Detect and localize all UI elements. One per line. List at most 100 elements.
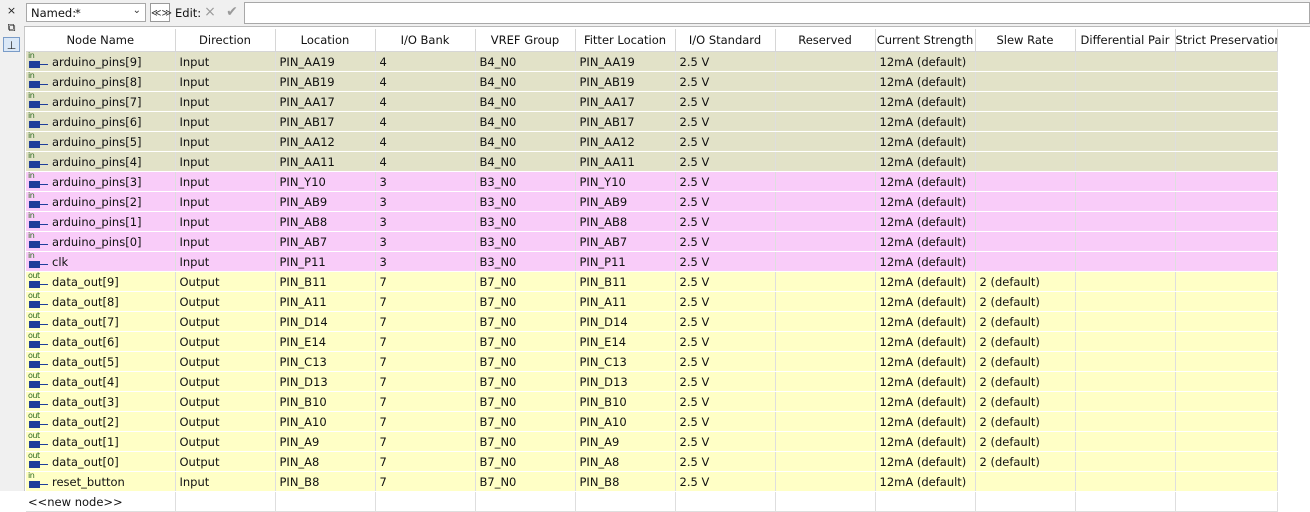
- direction-cell[interactable]: Output: [175, 311, 276, 332]
- fitter-location-cell[interactable]: PIN_AA17: [575, 91, 676, 112]
- vref-group-cell[interactable]: B7_N0: [475, 451, 576, 472]
- location-cell[interactable]: PIN_AA19: [275, 51, 376, 72]
- node-name-cell[interactable]: in arduino_pins[6]: [26, 111, 176, 132]
- slew-rate-cell[interactable]: [975, 151, 1076, 172]
- accept-edit-icon[interactable]: ✔: [226, 4, 238, 20]
- column-header-location[interactable]: Location: [275, 29, 376, 52]
- location-cell[interactable]: PIN_AB9: [275, 191, 376, 212]
- slew-rate-cell[interactable]: 2 (default): [975, 371, 1076, 392]
- vref-group-cell[interactable]: B3_N0: [475, 191, 576, 212]
- io-standard-cell[interactable]: 2.5 V: [675, 251, 776, 272]
- io-bank-cell[interactable]: 7: [375, 291, 476, 312]
- node-name-cell[interactable]: in arduino_pins[8]: [26, 71, 176, 92]
- direction-cell[interactable]: Output: [175, 391, 276, 412]
- column-header-direction[interactable]: Direction: [175, 29, 276, 52]
- slew-rate-cell[interactable]: 2 (default): [975, 411, 1076, 432]
- vref-group-cell[interactable]: B7_N0: [475, 391, 576, 412]
- slew-rate-cell[interactable]: 2 (default): [975, 391, 1076, 412]
- slew-rate-cell[interactable]: 2 (default): [975, 451, 1076, 472]
- io-bank-cell[interactable]: 3: [375, 211, 476, 232]
- differential-pair-cell[interactable]: [1075, 231, 1176, 252]
- node-name-cell[interactable]: out data_out[2]: [26, 411, 176, 432]
- differential-pair-cell[interactable]: [1075, 111, 1176, 132]
- fitter-location-cell[interactable]: PIN_C13: [575, 351, 676, 372]
- differential-pair-cell[interactable]: [1075, 51, 1176, 72]
- slew-rate-cell[interactable]: [975, 191, 1076, 212]
- direction-cell[interactable]: Input: [175, 231, 276, 252]
- fitter-location-cell[interactable]: PIN_AA19: [575, 51, 676, 72]
- fitter-location-cell[interactable]: PIN_D13: [575, 371, 676, 392]
- strict-preservation-cell[interactable]: [1175, 171, 1278, 192]
- slew-rate-cell[interactable]: [975, 71, 1076, 92]
- differential-pair-cell[interactable]: [1075, 451, 1176, 472]
- direction-cell[interactable]: Output: [175, 291, 276, 312]
- io-bank-cell[interactable]: 3: [375, 191, 476, 212]
- io-bank-cell[interactable]: 7: [375, 451, 476, 472]
- node-name-cell[interactable]: out data_out[4]: [26, 371, 176, 392]
- direction-cell[interactable]: Input: [175, 111, 276, 132]
- empty-cell[interactable]: [875, 491, 976, 512]
- empty-cell[interactable]: [375, 491, 476, 512]
- node-name-cell[interactable]: out data_out[0]: [26, 451, 176, 472]
- differential-pair-cell[interactable]: [1075, 291, 1176, 312]
- current-strength-cell[interactable]: 12mA (default): [875, 151, 976, 172]
- table-row[interactable]: in arduino_pins[0] Input PIN_AB7 3 B3_N0 PIN_A…: [26, 231, 1278, 252]
- io-standard-cell[interactable]: 2.5 V: [675, 451, 776, 472]
- table-row[interactable]: out data_out[9] Output PIN_B11 7 B7_N0 PIN_B11…: [26, 271, 1278, 292]
- direction-cell[interactable]: Input: [175, 211, 276, 232]
- direction-cell[interactable]: Input: [175, 151, 276, 172]
- column-header-strict-preservation[interactable]: Strict Preservation: [1175, 29, 1278, 52]
- io-bank-cell[interactable]: 7: [375, 391, 476, 412]
- vref-group-cell[interactable]: B7_N0: [475, 431, 576, 452]
- location-cell[interactable]: PIN_D13: [275, 371, 376, 392]
- empty-cell[interactable]: [975, 491, 1076, 512]
- column-header-node-name[interactable]: Node Name: [26, 29, 176, 52]
- differential-pair-cell[interactable]: [1075, 191, 1176, 212]
- differential-pair-cell[interactable]: [1075, 91, 1176, 112]
- reserved-cell[interactable]: [775, 451, 876, 472]
- slew-rate-cell[interactable]: [975, 91, 1076, 112]
- new-node-cell[interactable]: <<new node>>: [26, 491, 176, 512]
- column-header-current-strength[interactable]: Current Strength: [875, 29, 976, 52]
- io-standard-cell[interactable]: 2.5 V: [675, 291, 776, 312]
- io-bank-cell[interactable]: 7: [375, 271, 476, 292]
- current-strength-cell[interactable]: 12mA (default): [875, 311, 976, 332]
- fitter-location-cell[interactable]: PIN_AB7: [575, 231, 676, 252]
- differential-pair-cell[interactable]: [1075, 331, 1176, 352]
- io-standard-cell[interactable]: 2.5 V: [675, 211, 776, 232]
- location-cell[interactable]: PIN_AB7: [275, 231, 376, 252]
- reserved-cell[interactable]: [775, 231, 876, 252]
- io-bank-cell[interactable]: 4: [375, 91, 476, 112]
- strict-preservation-cell[interactable]: [1175, 131, 1278, 152]
- reserved-cell[interactable]: [775, 331, 876, 352]
- io-bank-cell[interactable]: 4: [375, 111, 476, 132]
- current-strength-cell[interactable]: 12mA (default): [875, 331, 976, 352]
- reserved-cell[interactable]: [775, 471, 876, 492]
- node-name-cell[interactable]: out data_out[8]: [26, 291, 176, 312]
- reserved-cell[interactable]: [775, 151, 876, 172]
- current-strength-cell[interactable]: 12mA (default): [875, 91, 976, 112]
- table-row[interactable]: in arduino_pins[9] Input PIN_AA19 4 B4_N0 PIN_…: [26, 51, 1278, 72]
- vref-group-cell[interactable]: B4_N0: [475, 71, 576, 92]
- fitter-location-cell[interactable]: PIN_P11: [575, 251, 676, 272]
- strict-preservation-cell[interactable]: [1175, 71, 1278, 92]
- current-strength-cell[interactable]: 12mA (default): [875, 371, 976, 392]
- fitter-location-cell[interactable]: PIN_AA12: [575, 131, 676, 152]
- node-name-cell[interactable]: in arduino_pins[0]: [26, 231, 176, 252]
- node-name-cell[interactable]: in arduino_pins[1]: [26, 211, 176, 232]
- column-header-fitter-location[interactable]: Fitter Location: [575, 29, 676, 52]
- strict-preservation-cell[interactable]: [1175, 291, 1278, 312]
- reserved-cell[interactable]: [775, 171, 876, 192]
- direction-cell[interactable]: Output: [175, 451, 276, 472]
- io-bank-cell[interactable]: 7: [375, 431, 476, 452]
- direction-cell[interactable]: Output: [175, 411, 276, 432]
- column-header-i-o-bank[interactable]: I/O Bank: [375, 29, 476, 52]
- vref-group-cell[interactable]: B3_N0: [475, 231, 576, 252]
- strict-preservation-cell[interactable]: [1175, 191, 1278, 212]
- slew-rate-cell[interactable]: 2 (default): [975, 271, 1076, 292]
- io-bank-cell[interactable]: 7: [375, 311, 476, 332]
- current-strength-cell[interactable]: 12mA (default): [875, 171, 976, 192]
- strict-preservation-cell[interactable]: [1175, 411, 1278, 432]
- table-row[interactable]: in arduino_pins[5] Input PIN_AA12 4 B4_N0 PIN_…: [26, 131, 1278, 152]
- io-bank-cell[interactable]: 3: [375, 171, 476, 192]
